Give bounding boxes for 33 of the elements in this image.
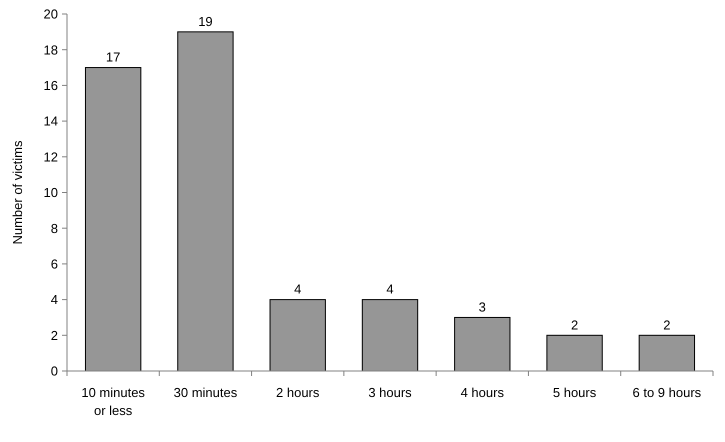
y-tick-label: 8 [50, 220, 58, 236]
y-tick-label: 10 [44, 185, 58, 200]
y-tick-label: 18 [44, 42, 58, 58]
x-tick-label: 4 hours [460, 385, 504, 400]
bar [270, 299, 326, 372]
y-tick-label: 14 [44, 114, 58, 129]
data-label: 19 [198, 14, 213, 29]
x-tick-label: 6 to 9 hours [632, 385, 702, 400]
y-tick-label: 12 [44, 149, 58, 164]
data-label: 2 [663, 317, 670, 332]
bar [546, 334, 603, 372]
y-tick-label: 6 [50, 256, 58, 272]
bar [454, 316, 510, 372]
y-tick-label: 4 [50, 292, 58, 308]
x-tick-label: 30 minutes [174, 385, 238, 400]
x-tick-label: 3 hours [368, 385, 412, 400]
bar [84, 67, 142, 372]
x-tick-label: 2 hours [276, 385, 320, 400]
bar [362, 299, 418, 372]
bar [177, 31, 234, 372]
data-label: 17 [106, 50, 120, 65]
x-tick-label: 5 hours [552, 385, 597, 400]
data-label: 3 [478, 299, 486, 314]
y-tick-label: 16 [44, 78, 58, 93]
y-tick-label: 2 [50, 328, 58, 343]
y-axis-title: Number of victims [10, 140, 25, 245]
y-tick-label: 0 [50, 364, 58, 379]
x-tick-label: 10 minutes or less [81, 385, 146, 418]
data-label: 4 [386, 282, 394, 297]
bar [638, 334, 696, 372]
data-label: 4 [294, 282, 302, 297]
data-label: 2 [570, 317, 578, 332]
y-tick-label: 20 [44, 6, 58, 22]
